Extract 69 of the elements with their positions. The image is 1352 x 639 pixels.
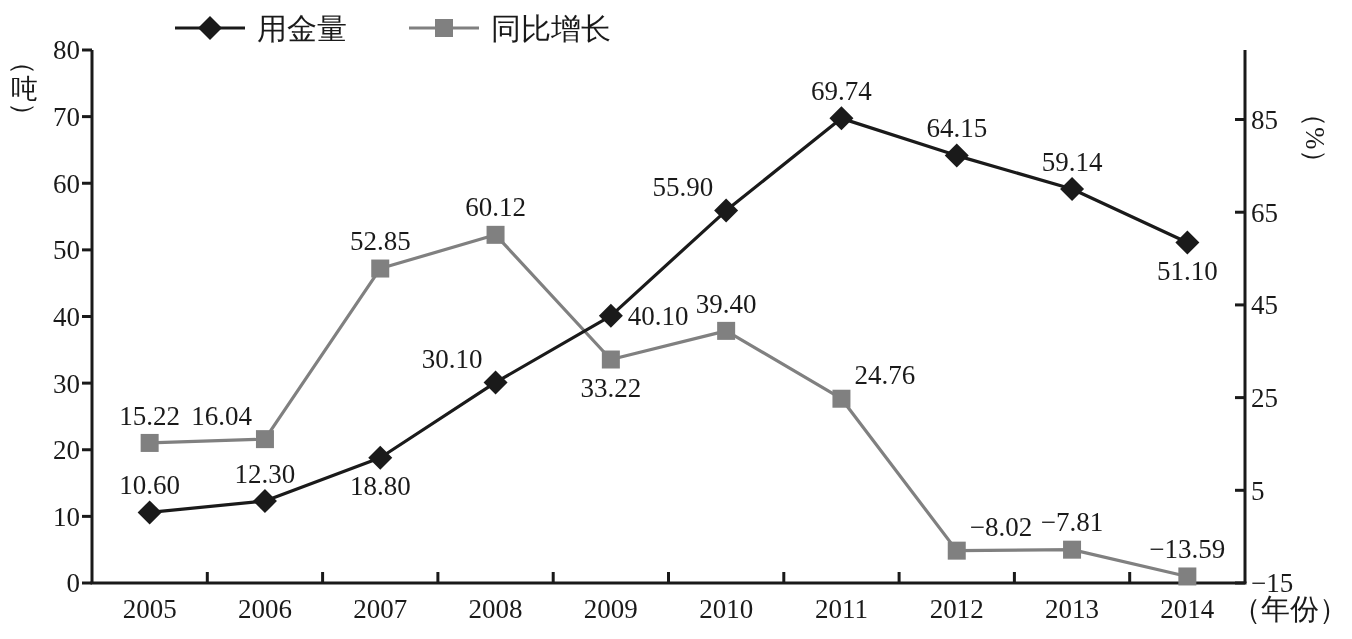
y2-axis-title: （%） xyxy=(1300,100,1331,177)
x-tick-label: 2013 xyxy=(1045,594,1100,625)
point xyxy=(1063,540,1082,559)
point xyxy=(255,430,274,449)
y-tick-label: 10 xyxy=(53,501,80,532)
data-label: 16.04 xyxy=(191,400,253,431)
x-tick-label: 2006 xyxy=(237,594,292,625)
point xyxy=(832,389,851,408)
y-tick-label: 80 xyxy=(53,35,80,66)
x-tick-label: 2005 xyxy=(122,594,177,625)
point xyxy=(483,370,508,395)
legend-label: 用金量 xyxy=(257,11,347,45)
point xyxy=(486,225,505,244)
data-label: −13.59 xyxy=(1149,534,1226,565)
x-tick-label: 2009 xyxy=(583,594,638,625)
data-label: 33.22 xyxy=(580,372,642,403)
y-tick-label: 50 xyxy=(53,235,80,266)
point xyxy=(140,433,159,452)
data-label: 30.10 xyxy=(421,344,483,375)
x-tick-label: 2011 xyxy=(814,594,868,625)
point xyxy=(252,489,277,514)
data-label: 64.15 xyxy=(926,113,988,144)
y-tick-label: 30 xyxy=(53,368,80,399)
data-label: 24.76 xyxy=(854,360,916,391)
point xyxy=(829,106,854,131)
point xyxy=(137,500,162,525)
point xyxy=(947,541,966,560)
point xyxy=(717,321,736,340)
x-tick-label: 2007 xyxy=(353,594,408,625)
y-axis-title: （吨） xyxy=(9,48,40,129)
y-tick-label: 20 xyxy=(53,435,80,466)
y2-tick-label: 45 xyxy=(1251,290,1278,321)
point xyxy=(1060,176,1085,201)
data-label: 12.30 xyxy=(234,458,296,489)
x-tick-label: 2008 xyxy=(468,594,523,625)
data-label: −8.02 xyxy=(969,512,1033,543)
point xyxy=(714,198,739,223)
x-tick-label: 2010 xyxy=(699,594,754,625)
data-label: 18.80 xyxy=(349,471,411,501)
data-label: 60.12 xyxy=(465,192,526,223)
y2-tick-label: 85 xyxy=(1251,104,1278,135)
data-label: 15.22 xyxy=(119,400,181,431)
point xyxy=(368,445,393,470)
point xyxy=(1175,230,1200,255)
x-tick-label: 2014 xyxy=(1160,594,1215,625)
data-label: −7.81 xyxy=(1040,507,1104,538)
point xyxy=(601,350,620,369)
data-label: 10.60 xyxy=(119,470,181,501)
y2-tick-label: 25 xyxy=(1251,383,1278,414)
y-tick-label: 70 xyxy=(53,102,80,133)
legend-label: 同比增长 xyxy=(491,11,611,45)
data-label: 39.40 xyxy=(695,288,757,319)
x-axis-title: （年份） xyxy=(1232,593,1348,626)
data-label: 69.74 xyxy=(811,76,873,107)
y-tick-label: 40 xyxy=(53,301,80,332)
point xyxy=(1178,567,1197,586)
y2-tick-label: 5 xyxy=(1251,475,1265,506)
data-label: 55.90 xyxy=(652,172,714,203)
x-tick-label: 2012 xyxy=(929,594,984,625)
y2-tick-label: 65 xyxy=(1251,197,1278,228)
data-label: 51.10 xyxy=(1156,255,1218,286)
data-label: 59.14 xyxy=(1041,146,1103,177)
y-tick-label: 60 xyxy=(53,168,80,199)
point xyxy=(371,259,390,278)
data-label: 52.85 xyxy=(349,226,411,257)
data-label: 40.10 xyxy=(627,301,689,332)
y-tick-label: 0 xyxy=(66,568,80,599)
point xyxy=(944,143,969,168)
point xyxy=(598,303,623,328)
